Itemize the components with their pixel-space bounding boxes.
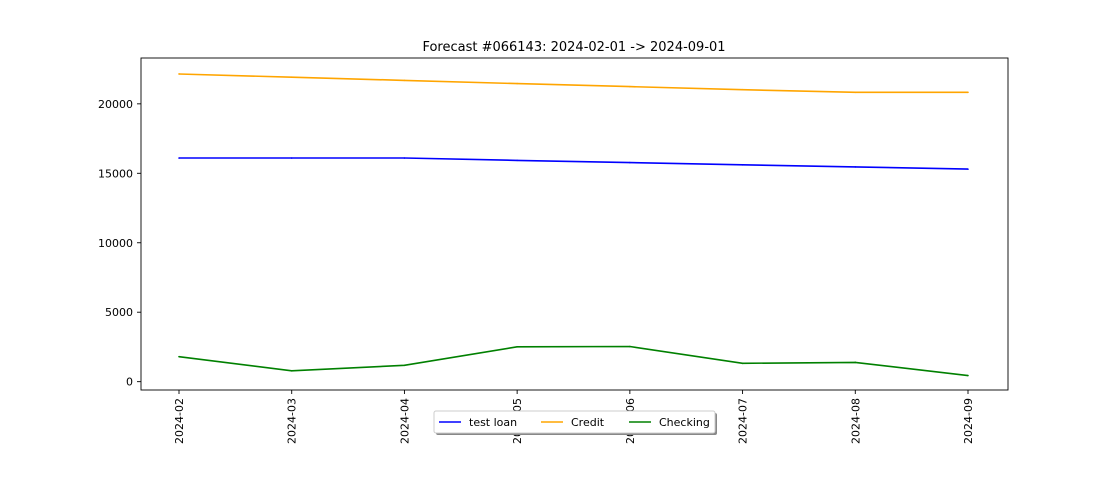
y-tick-label: 15000 bbox=[98, 167, 133, 180]
data-point bbox=[403, 79, 406, 82]
y-tick-label: 20000 bbox=[98, 98, 133, 111]
data-point bbox=[967, 374, 969, 377]
y-tick-label: 0 bbox=[126, 376, 133, 389]
data-point bbox=[403, 157, 406, 159]
data-point bbox=[516, 159, 518, 162]
x-tick-label: 2024-07 bbox=[737, 398, 750, 444]
data-point bbox=[629, 345, 631, 348]
series-line-test-loan bbox=[179, 157, 969, 170]
data-point bbox=[854, 166, 857, 168]
series-lines bbox=[178, 73, 969, 377]
legend-label: Checking bbox=[659, 416, 710, 429]
data-point bbox=[741, 164, 744, 166]
legend-label: Credit bbox=[571, 416, 605, 429]
y-tick-label: 10000 bbox=[98, 237, 133, 250]
data-point bbox=[290, 76, 293, 78]
data-point bbox=[967, 91, 969, 94]
legend-label: test loan bbox=[469, 416, 517, 429]
x-tick-label: 2024-02 bbox=[173, 398, 186, 444]
data-point bbox=[516, 82, 518, 85]
x-tick-label: 2024-04 bbox=[398, 398, 411, 444]
legend: test loan Credit Checking bbox=[433, 410, 717, 435]
data-point bbox=[741, 362, 744, 365]
data-point bbox=[178, 157, 180, 159]
data-point bbox=[178, 73, 180, 75]
plot-area bbox=[140, 57, 1009, 391]
data-point bbox=[967, 168, 969, 170]
data-point bbox=[854, 361, 857, 364]
data-point bbox=[629, 161, 631, 164]
y-axis: 0 5000 10000 15000 20000 bbox=[98, 98, 141, 389]
data-point bbox=[403, 364, 406, 367]
data-point bbox=[629, 85, 631, 88]
data-point bbox=[290, 157, 293, 159]
data-point bbox=[516, 345, 518, 348]
chart-title: Forecast #066143: 2024-02-01 -> 2024-09-… bbox=[422, 40, 725, 55]
x-tick-label: 2024-08 bbox=[849, 398, 862, 444]
data-point bbox=[178, 355, 180, 358]
series-line-checking bbox=[178, 345, 969, 377]
data-point bbox=[290, 370, 293, 372]
y-tick-label: 5000 bbox=[105, 306, 133, 319]
legend-box bbox=[433, 410, 716, 434]
data-point bbox=[854, 91, 857, 94]
series-line-credit bbox=[178, 73, 968, 94]
data-point bbox=[741, 88, 744, 91]
x-tick-label: 2024-03 bbox=[286, 398, 299, 444]
x-tick-label: 2024-09 bbox=[962, 398, 975, 444]
